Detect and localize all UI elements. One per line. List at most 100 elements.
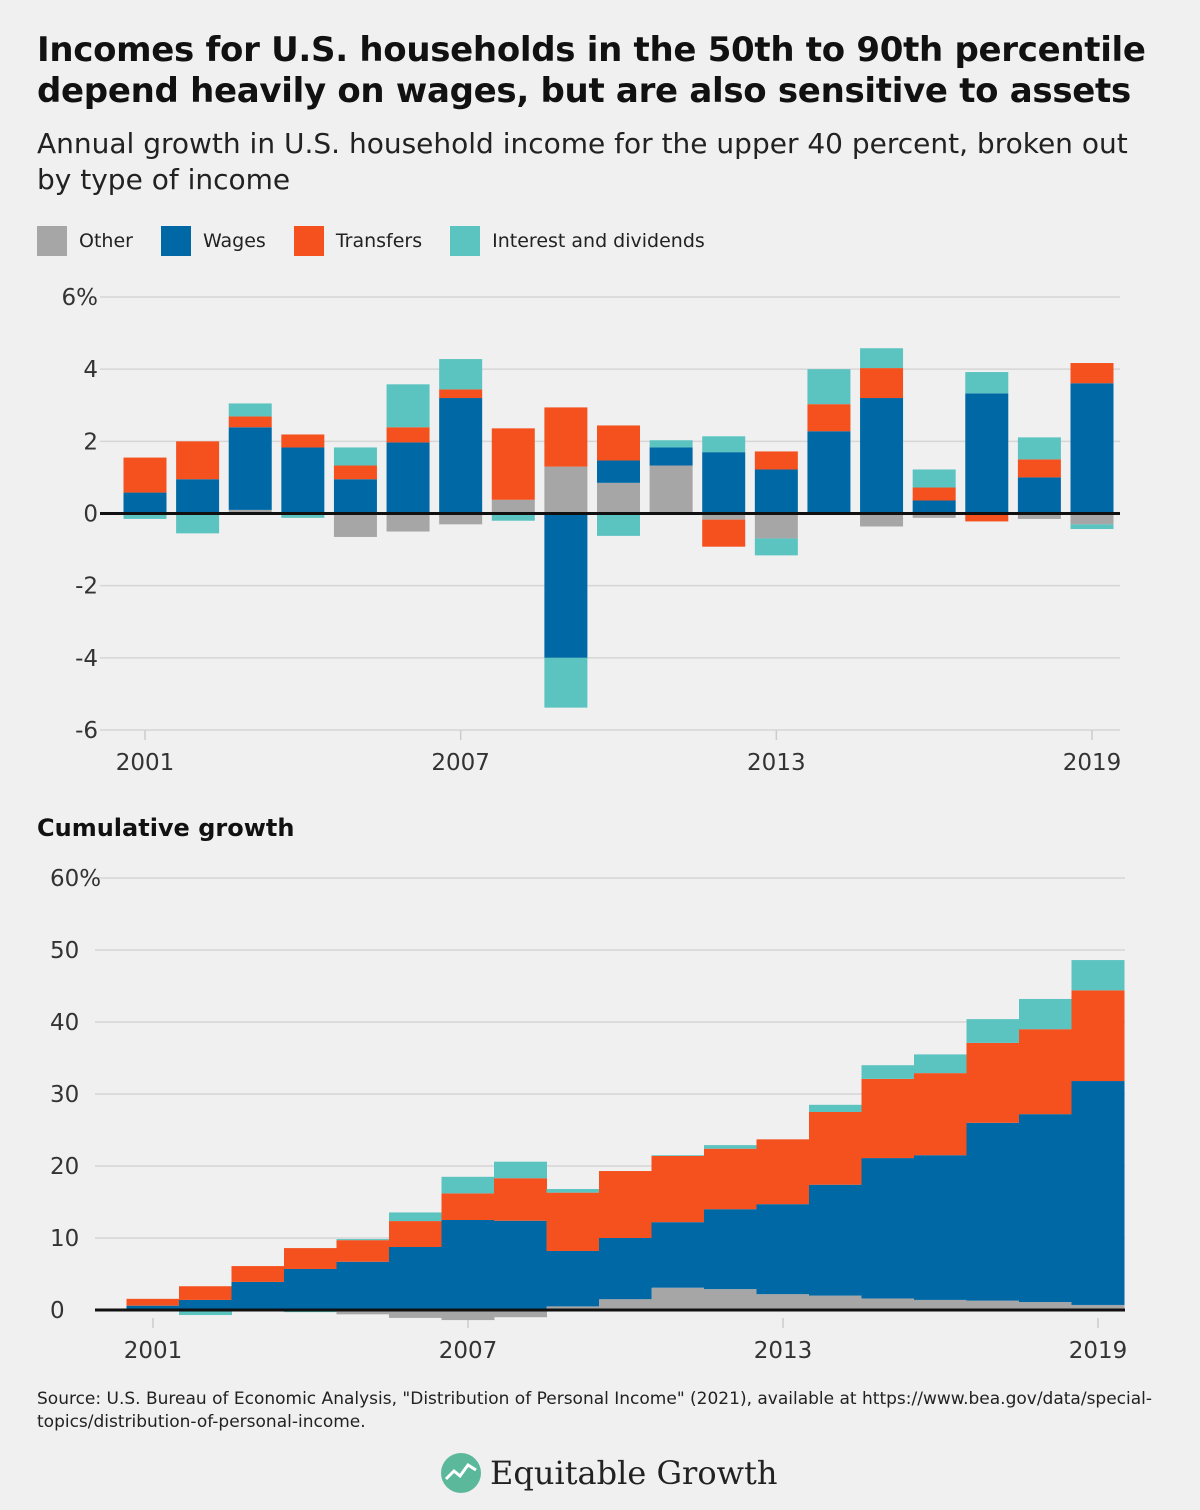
x-tick-label: 2013 <box>747 750 806 776</box>
area-step-wages-2003 <box>231 1281 285 1310</box>
area-step-other-2013 <box>756 1294 810 1310</box>
area-step-other-2008 <box>494 1310 547 1318</box>
legend-label: Other <box>79 230 133 252</box>
area-step-interest-and-dividends-2018 <box>1019 998 1072 1030</box>
area-step-transfers-2017 <box>966 1042 1020 1123</box>
area-step-transfers-2014 <box>809 1112 862 1185</box>
bar-interest-and-dividends-2011 <box>649 440 693 448</box>
bar-other-2011 <box>649 465 693 514</box>
bar-wages-2012 <box>702 452 746 514</box>
bar-other-2019 <box>1070 513 1114 525</box>
bar-transfers-2005 <box>333 465 377 480</box>
bar-interest-and-dividends-2013 <box>754 538 798 556</box>
bar-interest-and-dividends-2018 <box>1017 437 1061 460</box>
bar-interest-and-dividends-2006 <box>386 384 430 428</box>
x-tick-label: 2001 <box>116 750 175 776</box>
area-step-transfers-2001 <box>126 1298 180 1306</box>
area-step-transfers-2009 <box>546 1192 600 1251</box>
area-step-interest-and-dividends-2005 <box>336 1239 390 1241</box>
area-step-interest-and-dividends-2016 <box>914 1054 967 1074</box>
area-step-other-2019 <box>1071 1304 1125 1310</box>
y-tick-label: 40 <box>50 1010 79 1036</box>
legend-label: Transfers <box>335 230 423 252</box>
x-tick-label: 2019 <box>1063 750 1122 776</box>
y-tick-label: -4 <box>75 646 98 672</box>
area-step-interest-and-dividends-2007 <box>441 1176 495 1194</box>
y-tick-label: -2 <box>75 574 98 600</box>
y-tick-label: -6 <box>75 718 98 744</box>
area-step-transfers-2005 <box>336 1240 390 1262</box>
bar-interest-and-dividends-2015 <box>860 348 904 369</box>
bar-transfers-2017 <box>965 513 1009 522</box>
bar-other-2013 <box>754 513 798 539</box>
bar-transfers-2008 <box>491 428 535 500</box>
bar-wages-2009 <box>544 513 588 658</box>
bar-wages-2007 <box>439 398 483 514</box>
bar-wages-2017 <box>965 393 1009 514</box>
bar-transfers-2016 <box>912 487 956 501</box>
area-step-wages-2014 <box>809 1184 862 1296</box>
legend-swatch <box>37 226 67 256</box>
area-step-other-2012 <box>704 1289 757 1310</box>
area-step-wages-2016 <box>914 1155 967 1300</box>
bar-other-2007 <box>439 513 483 525</box>
bar-wages-2018 <box>1017 477 1061 514</box>
area-step-transfers-2002 <box>179 1286 232 1300</box>
legend-label: Wages <box>202 230 266 252</box>
x-tick-label: 2019 <box>1069 1338 1128 1364</box>
area-step-transfers-2003 <box>231 1266 285 1282</box>
area-step-transfers-2007 <box>441 1193 495 1220</box>
area-step-transfers-2018 <box>1019 1029 1072 1115</box>
area-step-wages-2010 <box>599 1238 652 1300</box>
area-step-interest-and-dividends-2015 <box>861 1065 915 1079</box>
area-step-other-2009 <box>546 1306 600 1310</box>
area-step-wages-2007 <box>441 1220 495 1310</box>
area-step-wages-2011 <box>651 1222 705 1288</box>
area-step-transfers-2013 <box>756 1139 810 1205</box>
bar-transfers-2010 <box>597 425 640 461</box>
area-step-other-2010 <box>599 1299 652 1310</box>
area-step-interest-and-dividends-2014 <box>809 1104 862 1112</box>
bar-interest-and-dividends-2007 <box>439 359 483 390</box>
logo: Equitable Growth <box>440 1452 777 1494</box>
area-step-interest-and-dividends-2008 <box>494 1161 547 1179</box>
bar-other-2009 <box>544 466 588 514</box>
bar-other-2003 <box>228 509 272 514</box>
y-tick-label: 6% <box>62 285 99 311</box>
area-step-interest-and-dividends-2011 <box>651 1155 705 1156</box>
bar-interest-and-dividends-2012 <box>702 436 746 453</box>
bar-interest-and-dividends-2005 <box>333 447 377 466</box>
area-step-other-2005 <box>336 1310 390 1315</box>
area-step-other-2011 <box>651 1287 705 1310</box>
bar-other-2015 <box>860 513 904 527</box>
bar-wages-2016 <box>912 500 956 514</box>
area-step-transfers-2006 <box>389 1221 442 1247</box>
bar-other-2018 <box>1017 513 1061 519</box>
bar-transfers-2019 <box>1070 363 1114 384</box>
area-step-other-2014 <box>809 1295 862 1310</box>
area-step-other-2017 <box>966 1300 1020 1310</box>
logo-icon <box>441 1453 481 1493</box>
area-step-interest-and-dividends-2017 <box>966 1019 1020 1043</box>
area-step-wages-2001 <box>126 1305 180 1310</box>
chart-subtitle: Annual growth in U.S. household income f… <box>37 127 1128 196</box>
y-tick-label: 0 <box>83 502 98 528</box>
area-step-transfers-2011 <box>651 1155 705 1223</box>
legend-swatch <box>160 226 191 256</box>
y-tick-label: 60% <box>50 866 101 892</box>
area-step-wages-2008 <box>494 1220 547 1310</box>
y-tick-label: 20 <box>50 1154 79 1180</box>
bar-interest-and-dividends-2002 <box>176 513 220 534</box>
bar-other-2005 <box>333 513 377 537</box>
bar-transfers-2013 <box>754 451 798 470</box>
bar-wages-2013 <box>754 469 798 514</box>
area-step-wages-2017 <box>966 1122 1020 1301</box>
bar-wages-2006 <box>386 442 430 514</box>
area-step-other-2016 <box>914 1299 967 1310</box>
bar-wages-2004 <box>281 447 325 514</box>
bar-other-2010 <box>597 482 640 514</box>
bar-wages-2002 <box>176 479 220 514</box>
area-step-interest-and-dividends-2002 <box>179 1310 232 1316</box>
